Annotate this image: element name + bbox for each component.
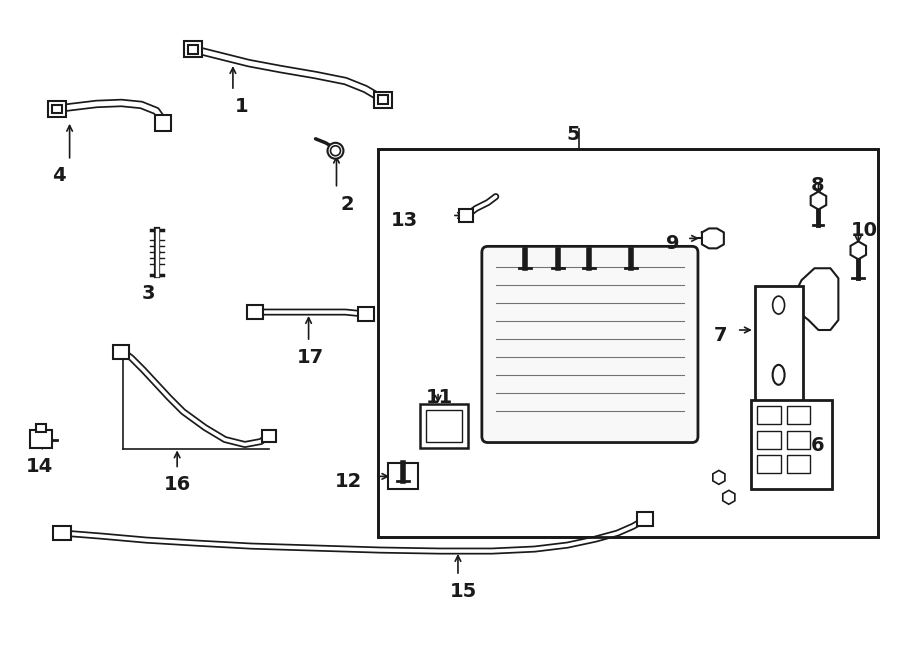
Text: 2: 2 <box>340 194 354 214</box>
Bar <box>48 101 66 117</box>
Bar <box>188 45 198 54</box>
Text: 9: 9 <box>665 235 679 253</box>
Ellipse shape <box>772 365 785 385</box>
Text: 17: 17 <box>297 348 324 367</box>
Text: 11: 11 <box>426 388 454 407</box>
Bar <box>420 404 468 447</box>
Circle shape <box>330 146 340 156</box>
Text: 10: 10 <box>851 221 878 241</box>
Text: 8: 8 <box>811 176 824 194</box>
Circle shape <box>328 143 344 159</box>
Bar <box>30 430 51 447</box>
Text: 15: 15 <box>450 582 477 601</box>
Bar <box>426 410 462 442</box>
Polygon shape <box>811 192 826 210</box>
Bar <box>378 149 878 537</box>
Bar <box>787 406 811 424</box>
Text: 7: 7 <box>714 326 727 345</box>
Bar <box>757 455 780 473</box>
Bar <box>787 430 811 449</box>
Bar <box>53 526 70 540</box>
Bar <box>358 307 374 321</box>
Text: 3: 3 <box>141 284 155 303</box>
Text: 4: 4 <box>51 166 66 184</box>
Text: 6: 6 <box>811 436 824 455</box>
Polygon shape <box>723 490 735 504</box>
Polygon shape <box>850 241 866 259</box>
Bar <box>247 305 263 319</box>
Bar <box>757 430 780 449</box>
Bar <box>459 208 472 223</box>
Bar <box>374 92 392 108</box>
Ellipse shape <box>772 296 785 314</box>
Text: 16: 16 <box>164 475 192 494</box>
Bar <box>184 41 202 57</box>
FancyBboxPatch shape <box>482 247 698 442</box>
Bar <box>378 149 878 537</box>
Polygon shape <box>713 471 725 485</box>
Bar <box>787 455 811 473</box>
Bar <box>155 115 171 131</box>
Text: 13: 13 <box>391 210 419 229</box>
Bar <box>637 512 653 526</box>
Bar <box>755 286 803 410</box>
Text: 12: 12 <box>335 473 363 491</box>
Bar <box>51 105 61 113</box>
Bar <box>388 463 418 489</box>
Bar <box>378 95 388 104</box>
Bar <box>113 345 130 359</box>
Bar <box>262 430 275 442</box>
Text: 14: 14 <box>26 457 53 477</box>
Text: 1: 1 <box>235 97 248 116</box>
Bar <box>757 406 780 424</box>
Bar <box>751 400 833 489</box>
Bar <box>36 424 46 432</box>
Text: 5: 5 <box>566 125 580 144</box>
